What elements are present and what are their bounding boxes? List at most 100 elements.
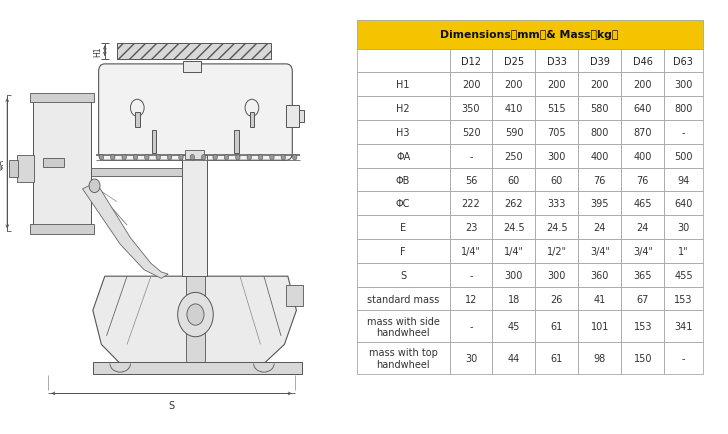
Bar [299, 111, 304, 122]
Text: 222: 222 [462, 199, 480, 209]
Bar [492, 168, 536, 192]
Text: 94: 94 [677, 175, 689, 185]
Text: H1: H1 [93, 46, 103, 57]
Text: 200: 200 [547, 80, 566, 90]
Bar [578, 311, 622, 342]
Bar [357, 216, 450, 240]
Text: 300: 300 [547, 270, 566, 280]
Text: F: F [400, 247, 406, 256]
Text: S: S [400, 270, 406, 280]
Text: 12: 12 [465, 294, 477, 304]
Text: -: - [470, 151, 472, 161]
Bar [622, 287, 664, 311]
Bar [357, 21, 703, 49]
Bar [33, 96, 91, 232]
Text: 24.5: 24.5 [546, 223, 568, 233]
Text: 76: 76 [637, 175, 649, 185]
Bar [357, 73, 450, 97]
Bar [578, 97, 622, 121]
Bar [664, 192, 703, 216]
Bar [622, 263, 664, 287]
Bar [664, 263, 703, 287]
Text: ΦB: ΦB [396, 175, 411, 185]
Bar [492, 121, 536, 145]
FancyBboxPatch shape [98, 65, 293, 161]
Text: 400: 400 [590, 151, 609, 161]
Text: 101: 101 [590, 322, 609, 332]
Text: 153: 153 [674, 294, 692, 304]
Bar [450, 73, 492, 97]
Text: D39: D39 [590, 56, 610, 66]
Text: H1: H1 [396, 80, 410, 90]
Bar [664, 240, 703, 263]
Text: 580: 580 [590, 104, 609, 114]
Bar [536, 49, 578, 73]
Bar [234, 131, 239, 154]
Text: 60: 60 [551, 175, 563, 185]
Bar [357, 311, 450, 342]
Text: 400: 400 [633, 151, 652, 161]
Text: mass with top
handwheel: mass with top handwheel [368, 348, 438, 369]
Circle shape [258, 155, 263, 161]
Bar [664, 287, 703, 311]
Text: 515: 515 [547, 104, 566, 114]
Bar [492, 216, 536, 240]
Text: 44: 44 [508, 353, 520, 363]
Circle shape [145, 155, 149, 161]
Bar [492, 342, 536, 374]
Bar [578, 240, 622, 263]
Bar [664, 49, 703, 73]
Bar [492, 311, 536, 342]
Circle shape [213, 155, 218, 161]
Text: ΦC: ΦC [396, 199, 411, 209]
Text: 76: 76 [594, 175, 606, 185]
Bar [357, 287, 450, 311]
Text: 1": 1" [678, 247, 689, 256]
Bar [357, 168, 450, 192]
Text: 153: 153 [633, 322, 652, 332]
Bar [492, 287, 536, 311]
Bar [664, 145, 703, 168]
Bar [578, 73, 622, 97]
Bar [492, 240, 536, 263]
Bar [578, 287, 622, 311]
Bar [116, 43, 271, 59]
Bar [536, 97, 578, 121]
Text: ΦA: ΦA [396, 151, 411, 161]
Text: 45: 45 [508, 322, 520, 332]
Bar [664, 168, 703, 192]
Text: 1/2": 1/2" [547, 247, 567, 256]
Text: 18: 18 [508, 294, 520, 304]
Bar [450, 240, 492, 263]
Bar [578, 263, 622, 287]
Text: D12: D12 [461, 56, 481, 66]
Text: 200: 200 [590, 80, 609, 90]
Text: 24: 24 [637, 223, 649, 233]
Circle shape [236, 155, 240, 161]
Bar [622, 49, 664, 73]
Text: 41: 41 [594, 294, 606, 304]
Text: 705: 705 [547, 128, 566, 138]
Bar [578, 121, 622, 145]
Text: Dimensions（mm）& Mass（kg）: Dimensions（mm）& Mass（kg） [440, 30, 619, 40]
Bar [450, 49, 492, 73]
Bar [622, 216, 664, 240]
Bar [622, 342, 664, 374]
Bar [286, 285, 304, 306]
Bar [664, 342, 703, 374]
Bar [664, 216, 703, 240]
Bar [664, 97, 703, 121]
Bar [357, 342, 450, 374]
Bar [450, 145, 492, 168]
Bar [30, 94, 94, 103]
Bar [622, 192, 664, 216]
Text: 870: 870 [633, 128, 652, 138]
Text: 341: 341 [674, 322, 692, 332]
Bar [622, 311, 664, 342]
Bar [357, 97, 450, 121]
Text: 67: 67 [637, 294, 649, 304]
Bar [578, 192, 622, 216]
Text: H3: H3 [396, 128, 410, 138]
Text: D63: D63 [673, 56, 693, 66]
Text: 262: 262 [505, 199, 523, 209]
